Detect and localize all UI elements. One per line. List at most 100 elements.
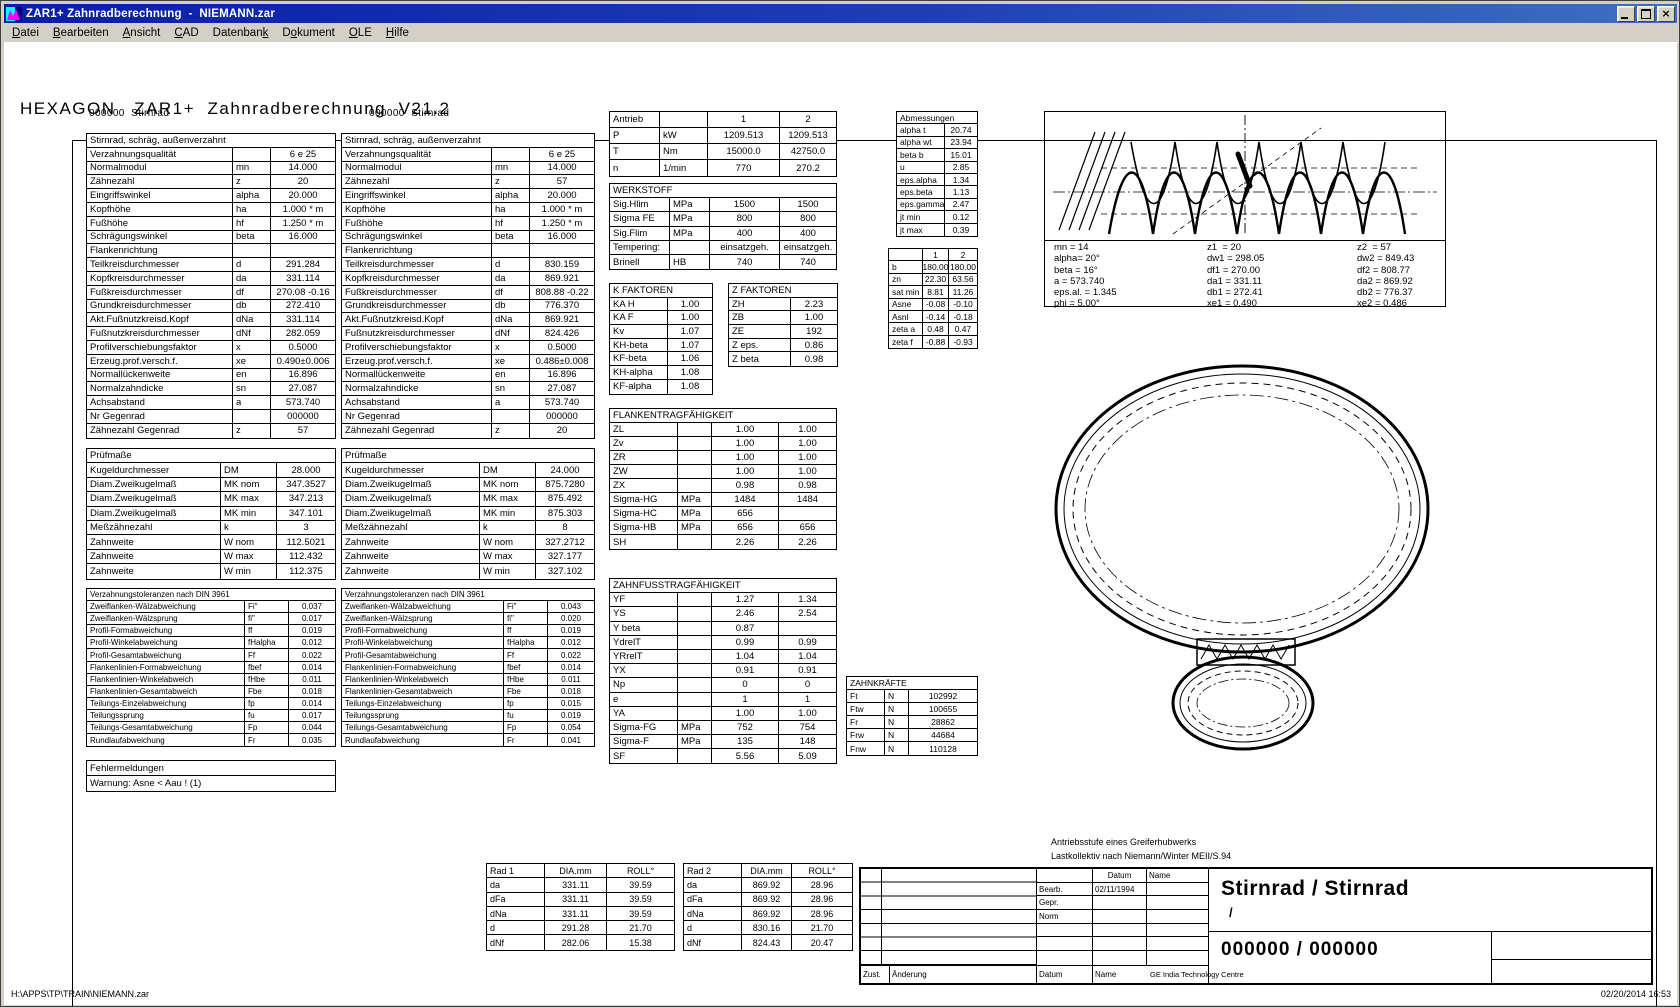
table-cell: Fußnutzkreisdurchmesser: [87, 327, 233, 340]
norm-label: Norm: [1037, 910, 1093, 923]
table-cell: 5.09: [798, 750, 817, 762]
z-faktoren-table: Z FAKTOREN ZH 2.23 ZB 1.00 ZE 192 Z eps. 0.86 Z b…: [728, 283, 838, 368]
table-cell: Zahnweite: [87, 564, 221, 579]
drawing-text-divider: [1045, 240, 1445, 241]
menu-ansicht[interactable]: Ansicht: [122, 26, 161, 39]
table-cell: Y beta: [610, 621, 678, 635]
table-cell: ff: [504, 625, 548, 637]
table-row: T Nm 15000.0 42750.0: [610, 144, 836, 160]
table-cell: dNf: [487, 935, 545, 950]
table-cell: 331.11: [545, 878, 607, 892]
table-cell: 0: [712, 678, 779, 692]
minimize-icon: [1621, 16, 1628, 19]
table-cell: d: [233, 258, 271, 271]
table-cell: 830.159: [544, 259, 580, 271]
table-cell: Zweiflanken-Wälzabweichung: [342, 601, 504, 613]
datetime-stamp: 02/20/2014 16:53: [1600, 989, 1671, 999]
menu-cad[interactable]: CAD: [174, 26, 199, 39]
table-cell: 24.000: [550, 464, 580, 476]
menu-bearbeiten[interactable]: Bearbeiten: [52, 26, 109, 39]
table-cell: [530, 244, 594, 257]
table-cell: xe: [492, 354, 530, 368]
table-cell: 0.035: [301, 735, 323, 745]
table-cell: 282.059: [285, 328, 321, 340]
table-cell: Sigma-F: [610, 735, 678, 749]
table-cell: KF-alpha: [610, 379, 668, 394]
table-row: Diam.Zweikugelmaß MK nom 875.7280: [342, 477, 594, 493]
table-cell: W nom: [480, 535, 536, 549]
table-cell: 327.102: [547, 565, 583, 577]
table-row: jt max 0.39: [897, 223, 977, 236]
table-row: ZL 1.00 1.00: [610, 423, 836, 437]
table-cell: Diam.Zweikugelmaß: [342, 506, 480, 520]
table-row: Ft N 102992: [847, 690, 977, 703]
table-cell: DIA.mm: [742, 864, 792, 878]
table-title: Verzahnungstoleranzen nach DIN 3961: [87, 589, 335, 602]
table-cell: en: [492, 368, 530, 382]
table-cell: 331.114: [286, 272, 320, 284]
table-row: Kugeldurchmesser DM 28.000: [87, 463, 335, 478]
table-cell: 0.014: [301, 698, 323, 708]
table-row: KH-beta 1.07: [610, 338, 712, 353]
minimize-button[interactable]: [1617, 5, 1635, 22]
app-icon[interactable]: [6, 6, 22, 21]
table-cell: df: [233, 285, 271, 299]
menu-dokument[interactable]: Dokument: [282, 26, 335, 39]
bearb-datum: 02/11/1994: [1093, 882, 1147, 896]
table-row: Zahnweite W min 327.102: [342, 564, 594, 579]
table-row: Flankenlinien-Gesamtabweich Fbe 0.018: [342, 685, 594, 698]
table-cell: 754: [799, 721, 816, 733]
table-cell: [678, 678, 712, 692]
revision-grid-divider: [881, 869, 882, 965]
table-cell: Zähnezahl Gegenrad: [87, 423, 233, 438]
menu-ole[interactable]: OLE: [348, 26, 372, 39]
table-row: Zähnezahl z 57: [342, 175, 594, 190]
table-cell: Akt.Fußnutzkreisd.Kopf: [87, 313, 233, 327]
title-bar[interactable]: ZAR1+ Zahnradberechnung - NIEMANN.zar ×: [4, 4, 1677, 23]
table-cell: 28862: [931, 717, 955, 727]
table-cell: [678, 607, 712, 621]
table-cell: 0.87: [712, 621, 779, 635]
menu-hilfe[interactable]: Hilfe: [385, 26, 409, 39]
table-cell: x: [492, 340, 530, 354]
table-cell: Teilkreisdurchmesser: [87, 258, 233, 271]
close-button[interactable]: ×: [1657, 5, 1675, 22]
table-cell: 0.043: [560, 602, 582, 612]
gear2-label: 000000 Stirnrad: [369, 108, 450, 119]
table-cell: db: [492, 299, 530, 313]
table-cell: fHalpha: [245, 637, 289, 649]
table-cell: 148: [799, 736, 816, 748]
table-cell: [233, 244, 271, 258]
table-cell: Verzahnungsqualität: [342, 147, 492, 161]
table-cell: Teilungs-Gesamtabweichung: [87, 722, 245, 734]
table-cell: 110128: [929, 743, 957, 754]
maximize-button[interactable]: [1637, 5, 1655, 22]
table-row: ZE 192: [729, 325, 837, 339]
table-cell: 1.34: [798, 594, 817, 606]
table-cell: 0.98: [804, 353, 824, 365]
table-row: beta b 15.01: [897, 149, 977, 162]
table-cell: e: [610, 692, 678, 706]
table-row: Zahnweite W min 112.375: [87, 564, 335, 579]
table-row: eps.beta 1.13: [897, 186, 977, 199]
table-cell: [678, 437, 712, 450]
table-cell: MK nom: [480, 477, 536, 492]
menu-datenbank[interactable]: Datenbank: [212, 26, 269, 39]
table-cell: 272.410: [285, 300, 321, 312]
gear1-label: 000000 Stirnrad: [89, 108, 170, 119]
table-cell: 0.486±0.008: [535, 355, 589, 367]
table-cell: Teilungs-Gesamtabweichung: [342, 722, 504, 734]
table-cell: 8.81: [923, 286, 949, 298]
table-cell: Profil-Gesamtabweichung: [342, 649, 504, 661]
table-cell: -0.10: [953, 299, 973, 310]
table-cell: ZL: [610, 423, 678, 436]
table-cell: 1.04: [712, 649, 779, 664]
table-cell: 8: [562, 522, 568, 534]
table-cell: 28.96: [810, 908, 834, 919]
table-cell: Fr: [504, 734, 548, 747]
table-cell: N: [885, 716, 909, 728]
table-cell: z: [233, 423, 271, 438]
table-cell: YdrelT: [610, 635, 678, 649]
table-cell: fp: [245, 697, 289, 709]
menu-datei[interactable]: Datei: [12, 26, 39, 39]
